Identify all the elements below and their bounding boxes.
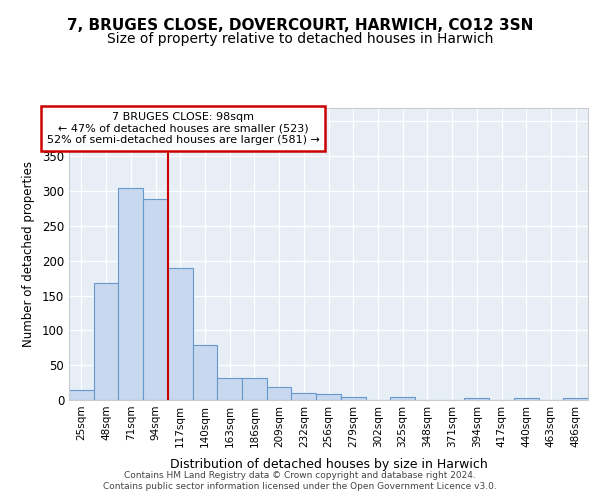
Text: Contains HM Land Registry data © Crown copyright and database right 2024.: Contains HM Land Registry data © Crown c…	[124, 471, 476, 480]
Bar	[143, 200, 168, 400]
Text: Contains public sector information licensed under the Open Government Licence v3: Contains public sector information licen…	[103, 482, 497, 491]
Bar	[390, 396, 415, 400]
Bar	[242, 378, 267, 400]
Text: Size of property relative to detached houses in Harwich: Size of property relative to detached ho…	[107, 32, 493, 46]
Bar	[69, 390, 94, 400]
Text: 7 BRUGES CLOSE: 98sqm
← 47% of detached houses are smaller (523)
52% of semi-det: 7 BRUGES CLOSE: 98sqm ← 47% of detached …	[47, 112, 320, 145]
Bar	[514, 398, 539, 400]
X-axis label: Distribution of detached houses by size in Harwich: Distribution of detached houses by size …	[170, 458, 487, 471]
Bar	[217, 378, 242, 400]
Y-axis label: Number of detached properties: Number of detached properties	[22, 161, 35, 347]
Bar	[316, 394, 341, 400]
Bar	[118, 188, 143, 400]
Bar	[193, 345, 217, 400]
Text: 7, BRUGES CLOSE, DOVERCOURT, HARWICH, CO12 3SN: 7, BRUGES CLOSE, DOVERCOURT, HARWICH, CO…	[67, 18, 533, 32]
Bar	[292, 393, 316, 400]
Bar	[94, 283, 118, 400]
Bar	[168, 268, 193, 400]
Bar	[267, 388, 292, 400]
Bar	[341, 396, 365, 400]
Bar	[464, 398, 489, 400]
Bar	[563, 398, 588, 400]
